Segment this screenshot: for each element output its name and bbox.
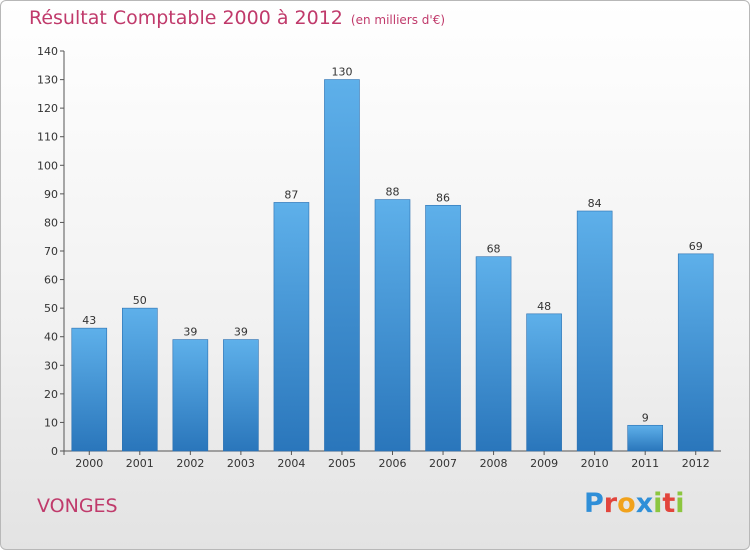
data-label: 87 [284, 188, 298, 201]
logo-letter: x [635, 488, 654, 519]
x-tick-label: 2003 [227, 457, 255, 470]
bar [71, 327, 108, 452]
location-label: VONGES [37, 495, 118, 517]
chart-title: Résultat Comptable 2000 à 2012 (en millie… [29, 7, 445, 29]
x-tick-label: 2010 [581, 457, 609, 470]
y-tick-label: 100 [37, 159, 58, 172]
logo-letter: t [662, 488, 676, 519]
x-tick-label: 2001 [126, 457, 154, 470]
y-tick-label: 10 [44, 416, 58, 429]
data-label: 69 [689, 240, 703, 253]
logo-letter: i [653, 488, 663, 519]
x-tick-label: 2006 [379, 457, 407, 470]
y-tick-label: 40 [44, 331, 58, 344]
x-tick-label: 2008 [480, 457, 508, 470]
data-label: 39 [234, 326, 248, 339]
bar [526, 313, 562, 452]
title-text: Résultat Comptable 2000 à 2012 [29, 7, 343, 29]
bar [122, 307, 158, 452]
bar [677, 253, 714, 452]
bar [627, 424, 663, 452]
bar [273, 202, 310, 452]
x-tick-label: 2004 [277, 457, 305, 470]
y-tick-label: 60 [44, 274, 58, 287]
bar [425, 204, 461, 452]
bar [576, 210, 613, 452]
x-tick-label: 2007 [429, 457, 457, 470]
y-tick-label: 130 [37, 74, 58, 87]
data-label: 88 [386, 186, 400, 199]
y-tick-label: 90 [44, 188, 58, 201]
bar [374, 199, 411, 452]
x-tick-label: 2011 [631, 457, 659, 470]
x-tick-label: 2005 [328, 457, 356, 470]
x-tick-label: 2009 [530, 457, 558, 470]
data-label: 48 [537, 300, 551, 313]
x-tick-label: 2000 [75, 457, 103, 470]
data-label: 84 [588, 197, 602, 210]
y-tick-label: 140 [37, 45, 58, 58]
x-tick-label: 2012 [682, 457, 710, 470]
bar [172, 339, 209, 452]
y-tick-label: 120 [37, 102, 58, 115]
data-label: 130 [331, 66, 352, 79]
x-tick-label: 2002 [176, 457, 204, 470]
y-tick-label: 50 [44, 302, 58, 315]
logo-letter: r [603, 488, 618, 519]
proxiti-logo: Proxiti [584, 488, 685, 519]
data-label: 86 [436, 191, 450, 204]
y-tick-label: 110 [37, 131, 58, 144]
y-tick-label: 80 [44, 216, 58, 229]
y-tick-label: 20 [44, 388, 58, 401]
subtitle-text: (en milliers d'€) [350, 13, 446, 27]
bar [223, 339, 259, 452]
y-tick-label: 0 [51, 445, 58, 458]
logo-letter: i [675, 488, 685, 519]
logo-letter: o [617, 488, 636, 519]
data-label: 9 [642, 411, 649, 424]
y-tick-label: 30 [44, 359, 58, 372]
data-label: 39 [183, 326, 197, 339]
data-label: 50 [133, 294, 147, 307]
bar [475, 256, 512, 452]
data-label: 68 [487, 243, 501, 256]
bar [324, 79, 360, 452]
y-tick-label: 70 [44, 245, 58, 258]
data-label: 43 [82, 314, 96, 327]
logo-letter: P [584, 488, 604, 519]
